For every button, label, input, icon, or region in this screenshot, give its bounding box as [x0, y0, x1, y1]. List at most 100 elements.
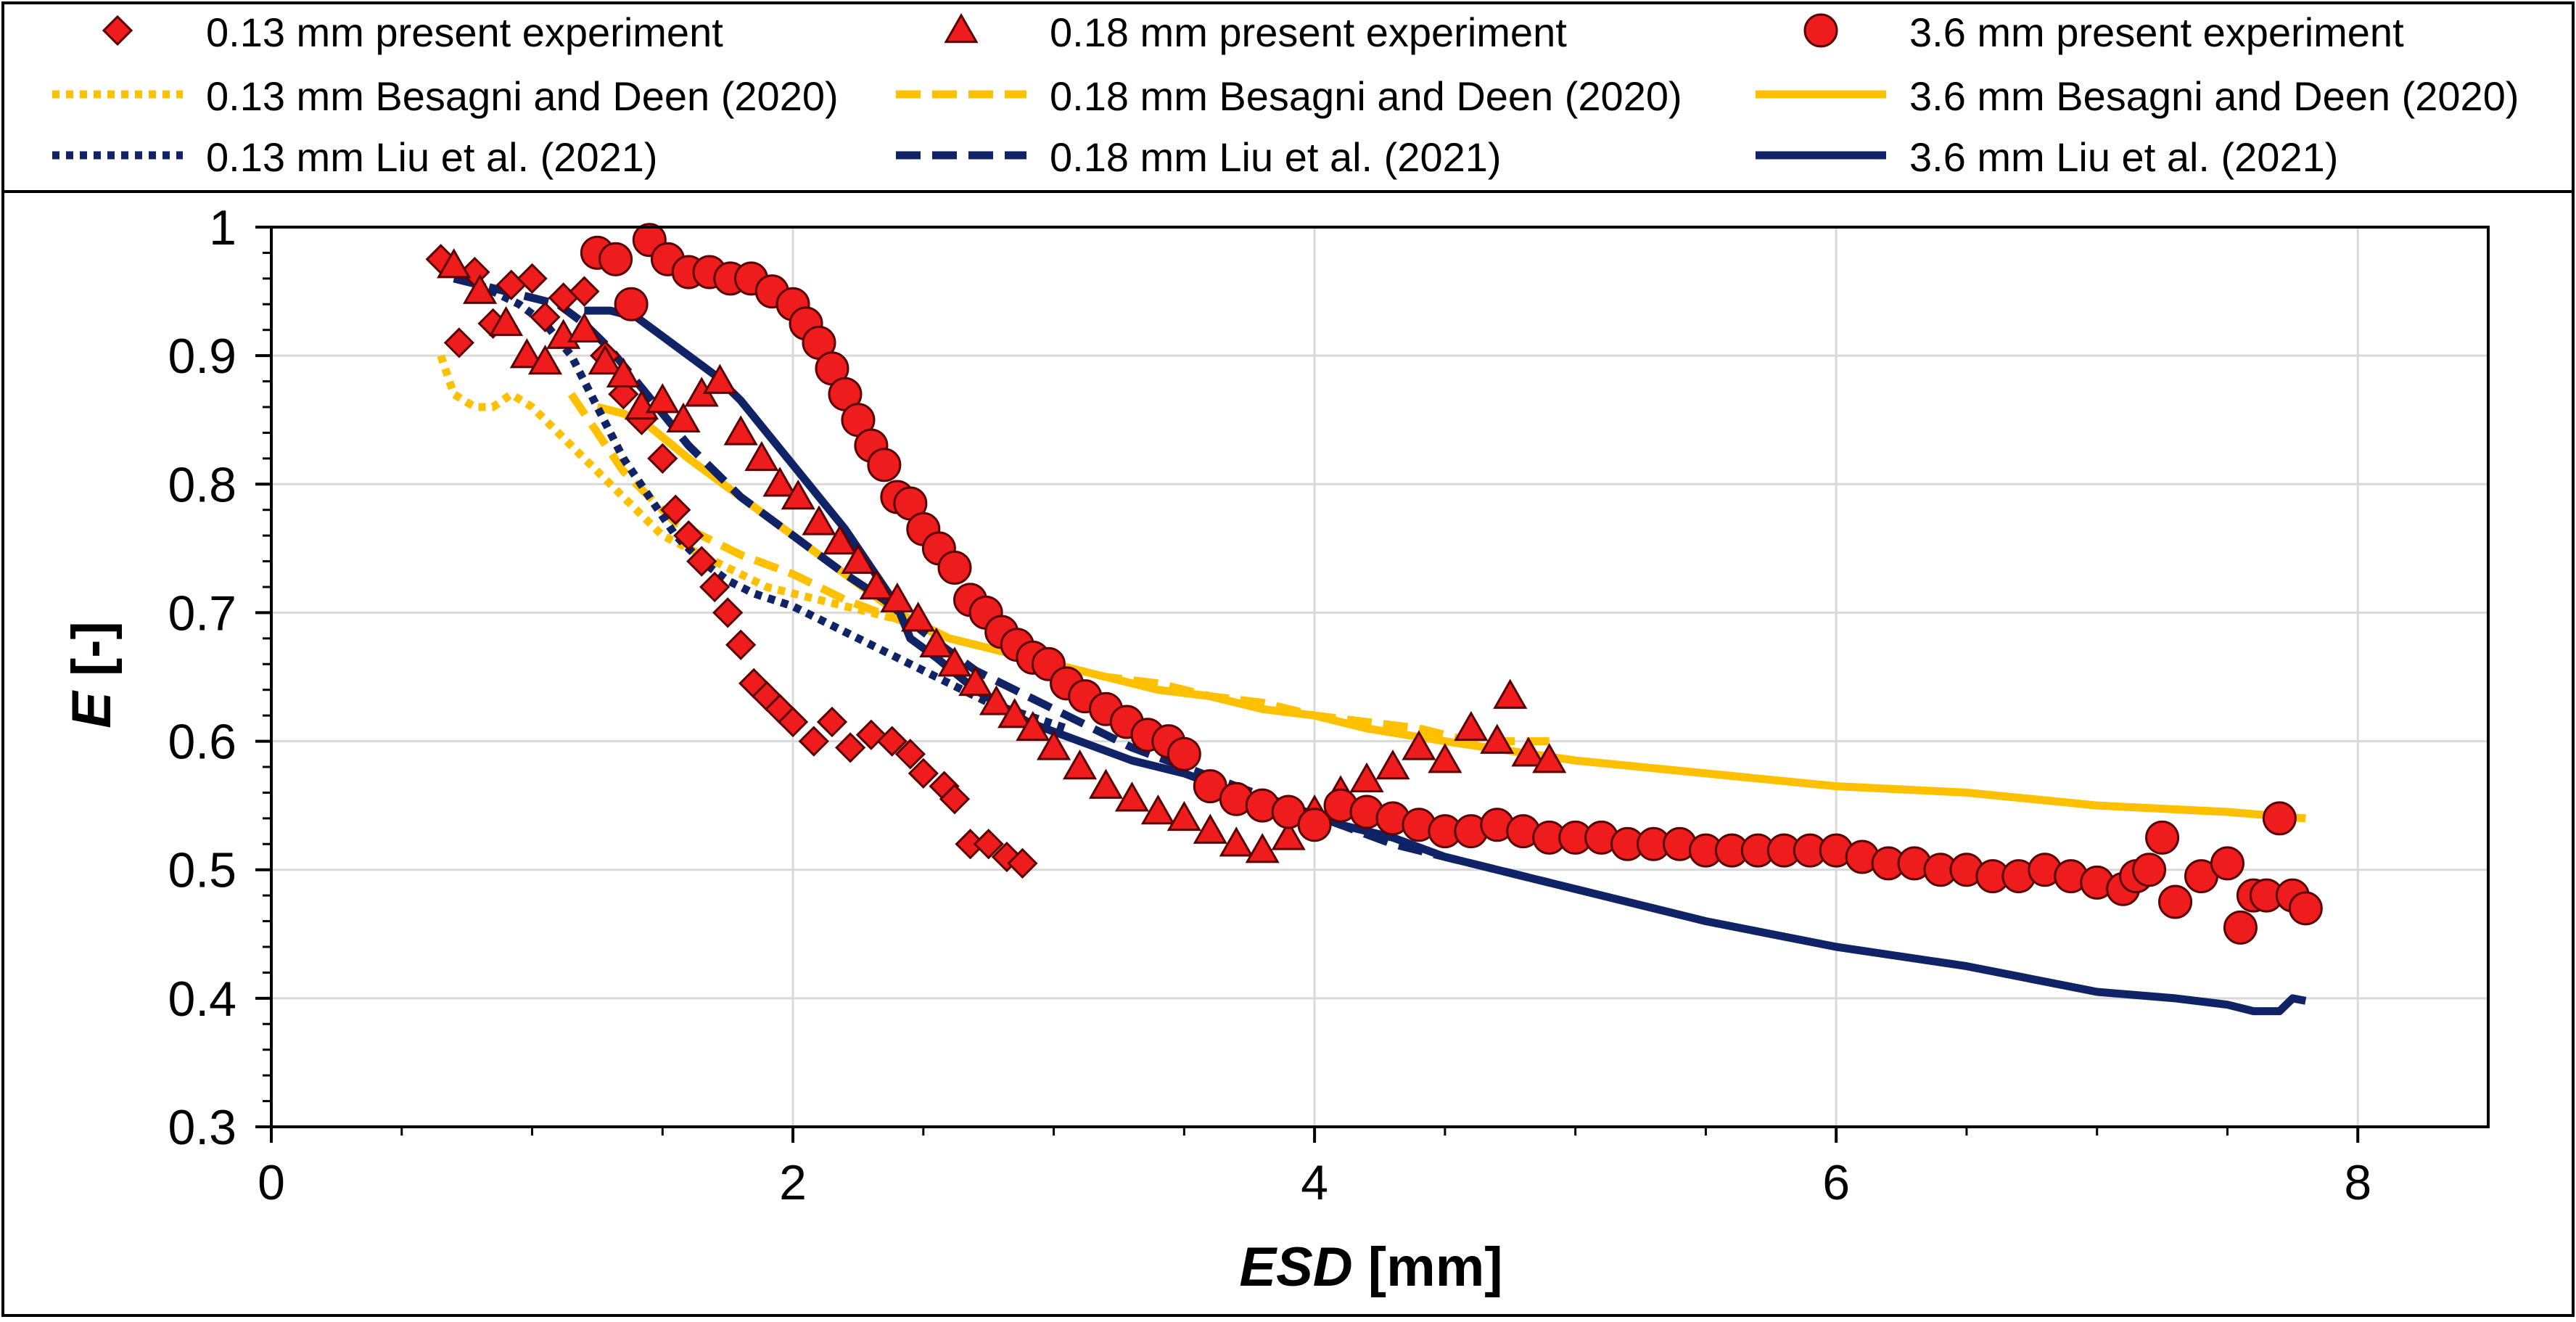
data-point-0-13-mm-present-experiment: [908, 758, 939, 789]
data-point-0-18-mm-present-experiment: [1532, 743, 1567, 773]
legend-item-3-6-mm-besagni-and-deen-2020: 3.6 mm Besagni and Deen (2020): [1756, 73, 2519, 119]
data-point-0-13-mm-present-experiment: [973, 829, 1004, 860]
y-axis-title-unit: [-]: [61, 621, 123, 691]
data-point-0-13-mm-present-experiment: [1007, 847, 1038, 879]
x-axis-title-symbol: ESD: [1239, 1236, 1352, 1298]
data-point-0-18-mm-present-experiment: [1271, 820, 1306, 850]
data-point-0-18-mm-present-experiment: [1428, 743, 1462, 773]
data-point-0-18-mm-present-experiment: [1454, 710, 1489, 742]
data-point-0-18-mm-present-experiment: [488, 305, 524, 337]
x-axis-title: ESD [mm]: [1239, 1236, 1502, 1298]
data-point-3-6-mm-present-experiment: [614, 287, 649, 321]
data-point-0-18-mm-present-experiment: [1349, 762, 1384, 792]
data-point-3-6-mm-present-experiment: [2223, 910, 2258, 945]
data-point-0-18-mm-present-experiment: [762, 467, 797, 497]
data-point-0-13-mm-present-experiment: [569, 276, 600, 307]
data-point-0-18-mm-present-experiment: [1375, 749, 1410, 780]
legend-item-0-18-mm-besagni-and-deen-2020: 0.18 mm Besagni and Deen (2020): [896, 73, 1682, 119]
legend-label-0-18-mm-present-experiment: 0.18 mm present experiment: [1050, 9, 1567, 55]
data-point-0-18-mm-present-experiment: [823, 524, 857, 555]
data-point-0-18-mm-present-experiment: [1193, 813, 1227, 844]
data-point-3-6-mm-present-experiment: [598, 242, 633, 276]
experiment-markers: [425, 223, 2323, 945]
data-point-0-18-mm-present-experiment: [437, 248, 472, 279]
legend-item-0-13-mm-besagni-and-deen-2020: 0.13 mm Besagni and Deen (2020): [52, 73, 839, 119]
y-tick-label: 0.3: [168, 1100, 236, 1155]
legend-item-3-6-mm-liu-et-al-2021: 3.6 mm Liu et al. (2021): [1756, 134, 2338, 180]
x-tick-label: 0: [258, 1155, 285, 1210]
data-point-0-18-mm-present-experiment: [880, 582, 915, 612]
data-point-0-18-mm-present-experiment: [1037, 730, 1071, 760]
data-point-0-18-mm-present-experiment: [744, 440, 779, 472]
legend-label-3-6-mm-present-experiment: 3.6 mm present experiment: [1909, 9, 2404, 55]
data-point-0-18-mm-present-experiment: [606, 357, 641, 387]
data-point-0-18-mm-present-experiment: [463, 274, 498, 304]
y-tick-label: 0.4: [168, 972, 236, 1027]
data-point-0-18-mm-present-experiment: [567, 312, 602, 342]
axes: 0.3 0.4 0.5 0.6 0.7 0.8 0.9 1 0 2 4 6 8: [168, 200, 2490, 1210]
y-axis-title: E [-]: [61, 621, 123, 728]
data-point-0-18-mm-present-experiment: [802, 505, 836, 535]
data-point-3-6-mm-present-experiment: [937, 550, 972, 585]
data-point-0-13-mm-present-experiment: [712, 597, 744, 628]
data-point-0-18-mm-present-experiment: [958, 665, 993, 697]
data-point-0-18-mm-present-experiment: [841, 543, 876, 574]
legend-item-0-13-mm-present-experiment: 0.13 mm present experiment: [102, 9, 723, 55]
x-tick-label: 8: [2344, 1155, 2371, 1210]
legend-label-0-18-mm-liu-et-al-2021: 0.18 mm Liu et al. (2021): [1050, 134, 1502, 180]
series-line-0-13-mm-besagni-and-deen-2020: [437, 354, 925, 630]
data-point-3-6-mm-present-experiment: [2158, 884, 2193, 919]
data-point-3-6-mm-present-experiment: [867, 448, 902, 483]
data-point-0-18-mm-present-experiment: [997, 698, 1032, 728]
data-point-0-18-mm-present-experiment: [527, 344, 563, 375]
data-point-0-18-mm-present-experiment: [723, 415, 758, 446]
data-point-0-18-mm-present-experiment: [1402, 730, 1436, 760]
x-tick-label: 4: [1301, 1155, 1328, 1210]
series-line-3-6-mm-liu-et-al-2021: [584, 306, 2307, 1016]
data-point-3-6-mm-present-experiment: [2288, 891, 2323, 926]
data-point-0-13-mm-present-experiment: [835, 732, 866, 763]
data-point-0-18-mm-present-experiment: [859, 569, 894, 600]
x-axis-title-unit: [mm]: [1353, 1236, 1503, 1298]
data-point-0-18-mm-present-experiment: [1016, 710, 1050, 742]
legend-label-0-13-mm-besagni-and-deen-2020: 0.13 mm Besagni and Deen (2020): [206, 73, 839, 119]
legend-marker-0-13-mm-present-experiment: [102, 15, 133, 46]
data-point-0-18-mm-present-experiment: [588, 344, 622, 375]
data-point-0-13-mm-present-experiment: [876, 726, 908, 757]
data-point-0-13-mm-present-experiment: [686, 546, 717, 577]
data-point-0-18-mm-present-experiment: [1480, 723, 1515, 754]
plot-frame: [270, 226, 2490, 1128]
data-point-0-18-mm-present-experiment: [919, 627, 954, 657]
legend-item-3-6-mm-present-experiment: 3.6 mm present experiment: [1803, 9, 2404, 55]
y-tick-label: 1: [209, 200, 236, 255]
data-point-0-18-mm-present-experiment: [666, 402, 701, 432]
data-point-0-13-mm-present-experiment: [673, 520, 704, 551]
data-point-0-18-mm-present-experiment: [1166, 800, 1201, 832]
data-point-0-18-mm-present-experiment: [645, 383, 680, 414]
data-point-0-13-mm-present-experiment: [443, 327, 474, 358]
data-point-0-18-mm-present-experiment: [1493, 678, 1528, 709]
data-point-3-6-mm-present-experiment: [1166, 736, 1201, 771]
legend-label-0-13-mm-liu-et-al-2021: 0.13 mm Liu et al. (2021): [206, 134, 658, 180]
y-tick-label: 0.5: [168, 843, 236, 898]
y-axis-title-symbol: E: [61, 690, 123, 728]
legend-item-0-18-mm-present-experiment: 0.18 mm present experiment: [944, 9, 1567, 55]
data-point-0-18-mm-present-experiment: [1114, 781, 1150, 812]
legend-marker-0-18-mm-present-experiment: [944, 12, 979, 44]
data-point-0-13-mm-present-experiment: [816, 706, 848, 738]
legend-label-0-13-mm-present-experiment: 0.13 mm present experiment: [206, 9, 723, 55]
legend-marker-3-6-mm-present-experiment: [1803, 13, 1838, 48]
legend-label-0-18-mm-besagni-and-deen-2020: 0.18 mm Besagni and Deen (2020): [1050, 73, 1682, 119]
data-point-0-18-mm-present-experiment: [702, 364, 737, 394]
data-point-3-6-mm-present-experiment: [2210, 846, 2244, 881]
data-point-0-18-mm-present-experiment: [1511, 736, 1546, 767]
data-point-0-18-mm-present-experiment: [509, 338, 544, 369]
y-tick-label: 0.7: [168, 586, 236, 641]
data-point-0-18-mm-present-experiment: [1219, 826, 1254, 857]
legend-label-3-6-mm-besagni-and-deen-2020: 3.6 mm Besagni and Deen (2020): [1909, 73, 2519, 119]
data-point-3-6-mm-present-experiment: [2132, 853, 2167, 887]
data-point-0-18-mm-present-experiment: [937, 646, 972, 677]
